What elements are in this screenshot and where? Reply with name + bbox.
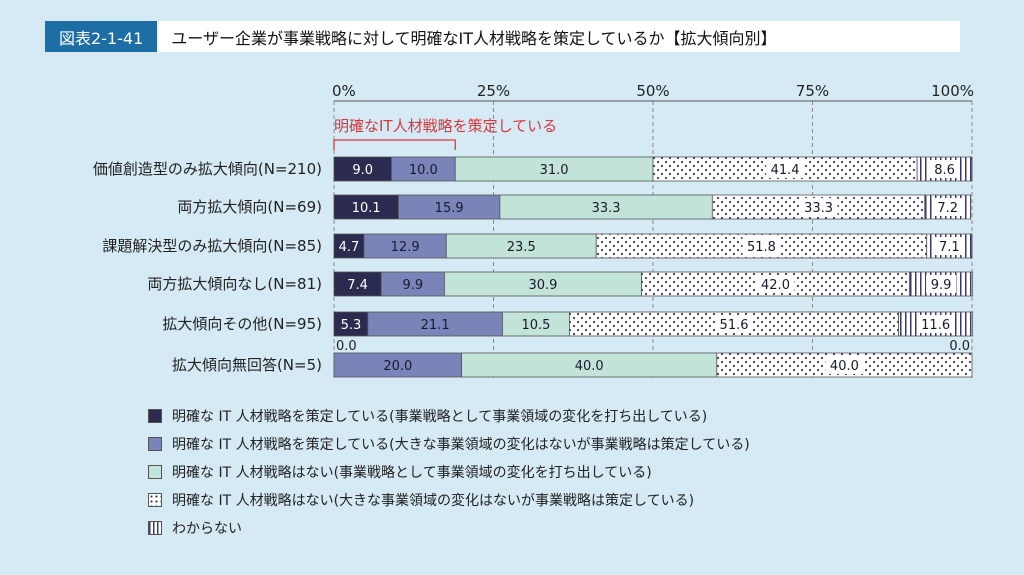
legend-label: 明確な IT 人材戦略を策定している(大きな事業領域の変化はないが事業戦略は策定… (172, 437, 750, 453)
data-label: 12.9 (391, 240, 420, 255)
bar-segment (398, 194, 501, 220)
bar-segment (333, 194, 399, 220)
bar-segment (454, 156, 654, 182)
data-label: 4.7 (339, 240, 360, 255)
category-label: 両方拡大傾向なし(N=81) (147, 275, 322, 293)
data-label-bg (825, 356, 864, 374)
legend-item: わからない (148, 514, 750, 542)
legend-swatch (148, 409, 162, 423)
data-label: 40.0 (830, 359, 859, 374)
stacked-bar-chart: 0% 25% 50% 75% 100% 明確なIT人材戦略を策定している価値創造型のみ拡大… (93, 82, 974, 380)
legend-item: 明確な IT 人材戦略はない(事業戦略として事業領域の変化を打ち出している) (148, 458, 750, 486)
data-label-bg (715, 315, 754, 333)
bar-segment (445, 233, 597, 259)
data-label-bg (929, 160, 960, 178)
data-label: 10.0 (409, 163, 438, 178)
category-label: 課題解決型のみ拡大傾向(N=85) (102, 237, 322, 255)
data-label: 9.9 (402, 278, 423, 293)
title-bar: 図表2-1-41 ユーザー企業が事業戦略に対して明確なIT人材戦略を策定している… (45, 21, 960, 52)
data-label: 0.0 (336, 339, 357, 354)
bar-segment (333, 233, 365, 259)
data-label: 9.0 (352, 163, 373, 178)
data-label: 33.3 (804, 201, 833, 216)
bar-segment (380, 271, 445, 297)
bar-segment (391, 156, 456, 182)
bar-segment (443, 271, 642, 297)
figure-title: ユーザー企業が事業戦略に対して明確なIT人材戦略を策定しているか【拡大傾向別】 (157, 21, 960, 52)
legend-swatch (148, 521, 162, 535)
data-label: 10.1 (352, 201, 381, 216)
data-label-bg (916, 315, 955, 333)
legend-label: 明確な IT 人材戦略はない(事業戦略として事業領域の変化を打ち出している) (172, 465, 652, 481)
data-label: 10.5 (521, 318, 550, 333)
legend-label: わからない (172, 521, 242, 537)
data-label-bg (934, 237, 965, 255)
data-label-bg (799, 198, 838, 216)
legend-label: 明確な IT 人材戦略を策定している(事業戦略として事業領域の変化を打ち出してい… (172, 409, 708, 425)
bracket-label: 明確なIT人材戦略を策定している (334, 117, 557, 135)
data-label: 9.9 (931, 278, 952, 293)
data-label: 7.1 (939, 240, 960, 255)
data-label: 0.0 (949, 339, 970, 354)
legend-swatch (148, 437, 162, 451)
legend-swatch (148, 493, 162, 507)
data-label-bg (742, 237, 781, 255)
bar-segment (333, 311, 369, 337)
data-label: 20.0 (383, 359, 412, 374)
category-label: 価値創造型のみ拡大傾向(N=210) (93, 160, 322, 178)
legend-item: 明確な IT 人材戦略を策定している(大きな事業領域の変化はないが事業戦略は策定… (148, 430, 750, 458)
x-tick-label: 50% (636, 82, 669, 100)
bar-segment (333, 156, 392, 182)
data-label: 7.2 (937, 201, 958, 216)
figure-number: 図表2-1-41 (45, 21, 158, 52)
data-label: 23.5 (507, 240, 536, 255)
legend-item: 明確な IT 人材戦略を策定している(事業戦略として事業領域の変化を打ち出してい… (148, 402, 750, 430)
data-label: 15.9 (435, 201, 464, 216)
data-label: 30.9 (528, 278, 557, 293)
data-label: 33.3 (592, 201, 621, 216)
x-tick-label: 25% (477, 82, 510, 100)
data-label: 51.8 (747, 240, 776, 255)
legend-swatch (148, 465, 162, 479)
legend-item: 明確な IT 人材戦略はない(大きな事業領域の変化はないが事業戦略は策定している… (148, 486, 750, 514)
x-tick-label: 0% (332, 82, 356, 100)
data-label: 41.4 (771, 163, 800, 178)
data-label-bg (766, 160, 805, 178)
data-label: 21.1 (421, 318, 450, 333)
legend-label: 明確な IT 人材戦略はない(大きな事業領域の変化はないが事業戦略は策定している… (172, 493, 695, 509)
bar-segment (333, 352, 462, 378)
x-tick-label: 100% (931, 82, 974, 100)
data-label: 7.4 (347, 278, 368, 293)
bar-segment (333, 271, 382, 297)
data-label-bg (756, 275, 795, 293)
data-label-bg (926, 275, 957, 293)
data-label: 5.3 (341, 318, 362, 333)
data-label: 8.6 (934, 163, 955, 178)
data-label: 51.6 (720, 318, 749, 333)
data-label: 31.0 (540, 163, 569, 178)
bar-segment (461, 352, 718, 378)
category-label: 拡大傾向その他(N=95) (162, 315, 322, 333)
x-tick-label: 75% (796, 82, 829, 100)
data-label: 40.0 (575, 359, 604, 374)
legend: 明確な IT 人材戦略を策定している(事業戦略として事業領域の変化を打ち出してい… (148, 402, 750, 542)
bracket-line (333, 139, 456, 150)
data-label-bg (932, 198, 963, 216)
bar-segment (367, 311, 503, 337)
category-label: 拡大傾向無回答(N=5) (172, 356, 322, 374)
data-label: 42.0 (761, 278, 790, 293)
data-label: 11.6 (921, 318, 950, 333)
category-label: 両方拡大傾向(N=69) (177, 198, 322, 216)
